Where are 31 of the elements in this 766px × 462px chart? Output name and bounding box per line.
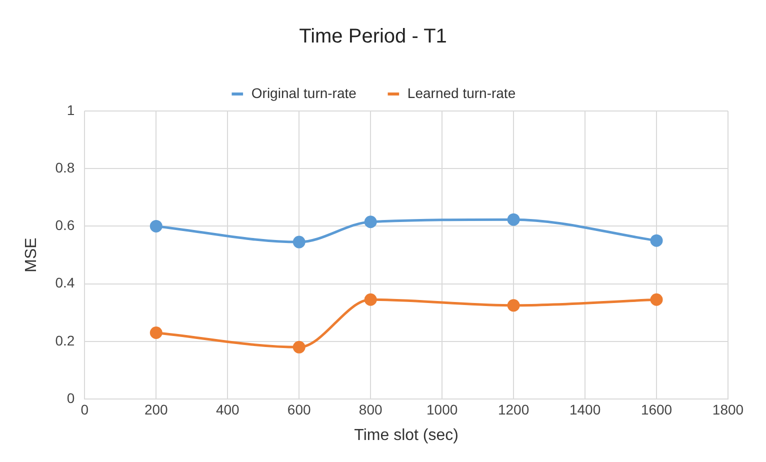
y-tick-label: 0.8 bbox=[55, 159, 75, 176]
chart-title: Time Period - T1 bbox=[299, 26, 447, 48]
y-tick-label: 0.2 bbox=[55, 332, 75, 348]
point bbox=[650, 293, 663, 306]
x-tick-label: 400 bbox=[216, 401, 240, 418]
x-axis-title: Time slot (sec) bbox=[354, 426, 458, 444]
x-tick-label: 200 bbox=[144, 401, 168, 418]
point bbox=[292, 236, 306, 248]
point bbox=[364, 293, 377, 306]
x-tick-label: 1800 bbox=[712, 401, 744, 418]
y-tick-label: 0.4 bbox=[55, 274, 75, 291]
y-tick-label: 0 bbox=[66, 390, 75, 406]
point bbox=[150, 220, 162, 232]
y-axis-title: MSE bbox=[23, 238, 40, 272]
x-tick-label: 1600 bbox=[640, 401, 672, 418]
x-tick-label: 1400 bbox=[569, 401, 601, 418]
x-tick-label: 800 bbox=[358, 401, 382, 418]
point bbox=[507, 213, 520, 226]
x-tick-label: 600 bbox=[287, 401, 311, 418]
x-tick-label: 0 bbox=[80, 401, 89, 418]
point bbox=[150, 326, 162, 340]
point bbox=[507, 299, 520, 312]
legend-label: Original turn-rate bbox=[251, 84, 357, 101]
y-tick-label: 0.6 bbox=[55, 217, 75, 234]
legend-label: Learned turn-rate bbox=[407, 84, 516, 101]
x-tick-label: 1200 bbox=[498, 401, 530, 418]
point bbox=[292, 340, 306, 354]
point bbox=[364, 216, 377, 228]
y-tick-label: 1 bbox=[66, 102, 75, 118]
x-tick-label: 1000 bbox=[426, 401, 458, 418]
point bbox=[650, 234, 663, 247]
